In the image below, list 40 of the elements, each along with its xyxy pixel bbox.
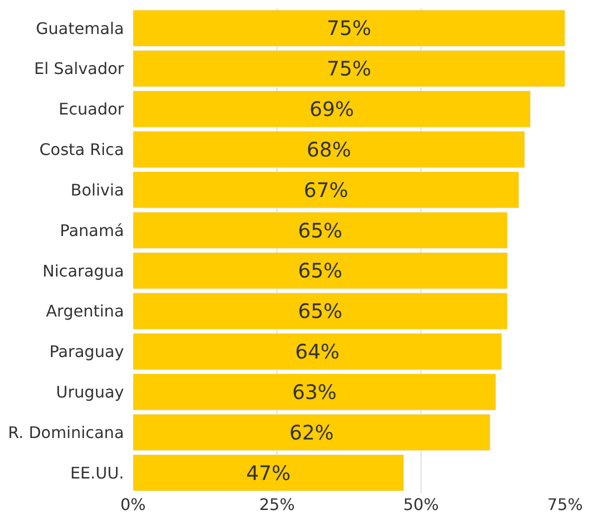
y-tick-label: Bolivia (70, 180, 124, 200)
data-label: 64% (295, 340, 340, 364)
bar (133, 374, 496, 410)
data-label: 75% (326, 56, 372, 81)
y-tick-label: Uruguay (56, 382, 124, 402)
data-label: 63% (292, 380, 337, 404)
data-label: 67% (304, 178, 348, 202)
y-tick-label: Paraguay (49, 342, 124, 362)
y-tick-label: Nicaragua (42, 261, 124, 280)
y-tick-label: R. Dominicana (8, 422, 124, 442)
data-label: 47% (246, 460, 291, 485)
bar (133, 50, 565, 88)
data-label: 65% (298, 218, 342, 242)
y-tick-label: Costa Rica (39, 140, 124, 160)
data-label: 75% (326, 16, 372, 40)
y-tick-label: Argentina (46, 302, 124, 321)
y-tick-label: El Salvador (34, 59, 124, 78)
x-tick-label: 25% (259, 495, 295, 514)
data-label: 69% (309, 97, 354, 122)
x-tick-label: 0% (120, 495, 146, 514)
data-label: 65% (298, 299, 342, 324)
data-label: 65% (298, 258, 342, 283)
bar (133, 131, 525, 168)
x-tick-label: 50% (403, 495, 439, 514)
bar (133, 212, 508, 249)
bar (133, 10, 565, 47)
bar (133, 90, 531, 128)
y-tick-label: Guatemala (36, 18, 124, 38)
bar (133, 252, 508, 290)
bar (133, 333, 502, 370)
data-label: 68% (306, 137, 352, 162)
data-label: 62% (289, 420, 334, 444)
bar (133, 171, 520, 208)
y-tick-label: Ecuador (58, 100, 124, 119)
bar (133, 454, 404, 492)
bar (133, 292, 508, 330)
x-tick-label: 75% (547, 495, 583, 514)
bar (133, 414, 490, 451)
y-tick-label: Panamá (60, 220, 124, 240)
y-tick-label: EE.UU. (70, 463, 124, 482)
